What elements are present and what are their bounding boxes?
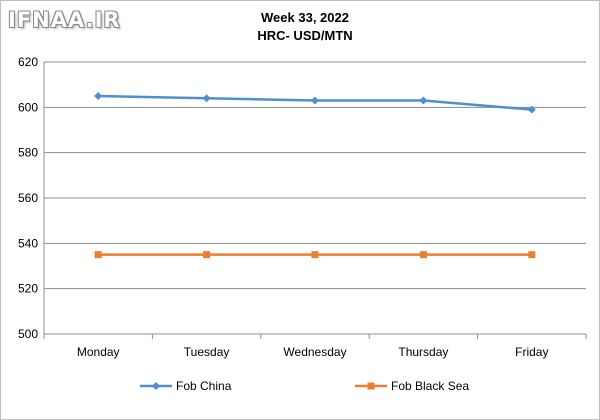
legend-marker-1 [152,382,160,390]
legend-label-1: Fob China [176,379,232,393]
gridlines [44,61,586,290]
data-point-2 [311,251,319,259]
y-tick-label: 580 [18,146,38,160]
x-tick-label: Thursday [398,345,448,359]
y-tick-label: 620 [18,55,38,69]
x-tick-label: Monday [77,345,120,359]
chart-title: Week 33, 2022 [261,10,349,25]
x-tick-label: Wednesday [283,345,346,359]
data-point-2 [419,251,427,259]
y-tick-label: 520 [18,282,38,296]
y-tick-label: 560 [18,191,38,205]
data-point-1 [527,105,536,114]
data-point-1 [94,92,103,100]
watermark-logo: IFNAA.IR [8,8,121,32]
y-tick-label: 540 [18,236,38,250]
axes: 500 520 540 560 580 600 620 Monday Tuesday Wednes… [18,55,587,359]
data-point-2 [203,251,211,259]
legend: Fob China Fob Black Sea [140,379,469,393]
legend-label-2: Fob Black Sea [391,379,469,393]
x-tick-label: Tuesday [184,345,230,359]
data-point-1 [311,96,319,105]
legend-marker-2 [367,382,375,390]
y-tick-label: 500 [18,327,38,341]
data-point-1 [419,96,428,105]
data-point-2 [94,251,102,259]
data-point-2 [528,251,536,259]
series [94,92,536,259]
chart-subtitle: HRC- USD/MTN [257,28,353,43]
data-point-1 [202,94,211,103]
y-tick-label: 600 [18,100,38,114]
x-tick-label: Friday [515,345,548,359]
